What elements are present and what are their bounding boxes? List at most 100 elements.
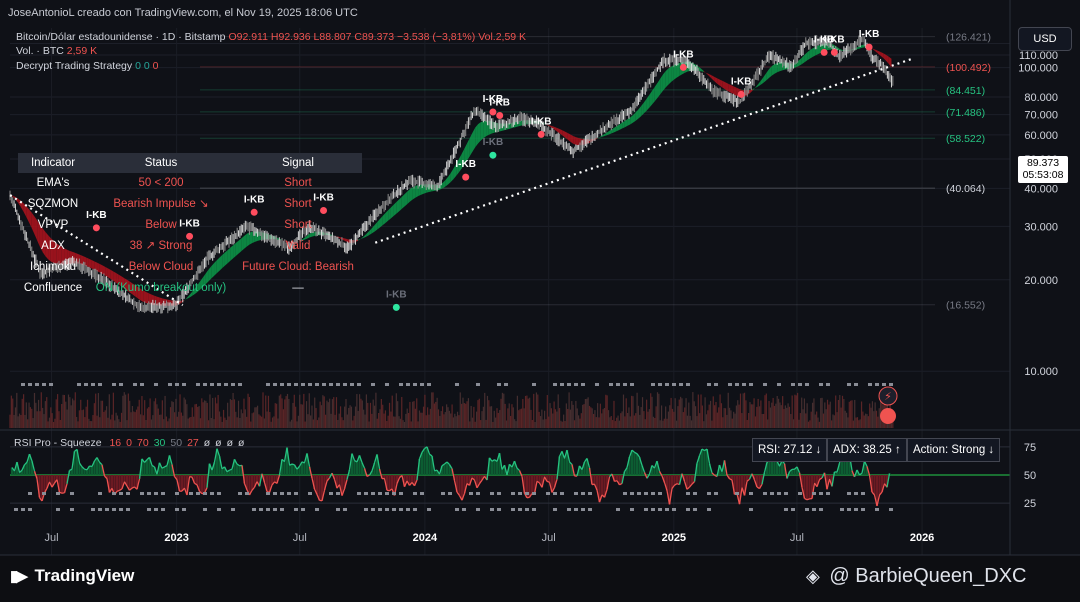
rsi-squeeze-dot <box>385 508 389 511</box>
rsi-line <box>196 484 201 492</box>
volume-bar <box>380 398 382 428</box>
cloud-segment <box>578 138 582 146</box>
volume-bar <box>282 409 285 428</box>
rsi-squeeze-dot <box>861 508 865 511</box>
volume-bar <box>760 400 762 428</box>
volume-bar <box>879 394 882 428</box>
cloud-segment <box>671 65 674 83</box>
tradingview-logo[interactable]: ▮▶ TradingView <box>10 566 134 586</box>
squeeze-dot <box>651 383 655 386</box>
rsi-squeeze-dot <box>693 508 697 511</box>
ohlc-volume: Vol.2,59 K <box>478 31 527 43</box>
squeeze-dot <box>553 383 557 386</box>
volume-bar <box>854 399 856 428</box>
volume-bar <box>24 414 26 428</box>
volume-bar <box>435 401 437 428</box>
volume-bar <box>870 407 872 428</box>
rsi-line <box>726 474 731 480</box>
volume-bar <box>867 416 869 428</box>
volume-bar <box>440 411 442 428</box>
cloud-segment <box>301 238 304 241</box>
rsi-line <box>603 489 608 498</box>
cloud-segment <box>575 137 579 146</box>
rsi-squeeze-dot <box>182 508 186 511</box>
volume-bar <box>875 410 878 428</box>
volume-bar <box>363 409 365 428</box>
cloud-segment <box>826 43 829 51</box>
rsi-line <box>63 483 68 493</box>
rsi-line <box>19 469 23 474</box>
rsi-line <box>811 482 816 499</box>
volume-bar <box>277 418 279 428</box>
rsi-line <box>253 481 258 488</box>
volume-bar <box>173 412 176 428</box>
volume-bar <box>126 420 128 428</box>
y-tick-label: 70.000 <box>1024 110 1058 122</box>
squeeze-dot <box>294 383 298 386</box>
volume-bar <box>224 417 226 428</box>
volume-bar <box>561 421 563 428</box>
squeeze-dot <box>455 383 459 386</box>
rsi-line <box>611 473 616 482</box>
cloud-segment <box>714 76 718 84</box>
volume-bar <box>556 411 558 428</box>
volume-bar <box>225 419 227 428</box>
signal-dot <box>489 151 497 159</box>
squeeze-dot <box>77 383 81 386</box>
cloud-segment <box>562 130 565 138</box>
rsi-line <box>783 463 788 479</box>
strategy-label[interactable]: Decrypt Trading Strategy <box>16 60 133 72</box>
volume-bar <box>673 411 675 428</box>
volume-bar <box>462 397 464 428</box>
volume-bar <box>701 405 703 428</box>
volume-bar <box>436 397 438 428</box>
cloud-segment <box>420 184 424 195</box>
ikb-label: I-KB <box>313 192 334 203</box>
volume-bar <box>242 413 244 428</box>
rsi-line <box>876 494 881 507</box>
volume-bar <box>455 416 457 428</box>
volume-bar <box>576 408 578 428</box>
squeeze-dot <box>714 383 718 386</box>
indicator-status: ON (Kumo breakout only) <box>95 282 227 294</box>
bar-countdown: 05:53:08 <box>1022 169 1064 181</box>
volume-bar <box>549 403 551 428</box>
rsi-squeeze-dot <box>280 508 284 511</box>
cloud-segment <box>502 123 506 131</box>
rsi-title[interactable]: RSI Pro - Squeeze <box>14 437 102 449</box>
cloud-segment <box>409 187 413 202</box>
volume-bar <box>425 415 427 428</box>
cloud-segment <box>703 70 707 74</box>
symbol-title[interactable]: Bitcoin/Dólar estadounidense · 1D · Bits… <box>16 31 226 43</box>
rsi-line <box>243 483 248 491</box>
squeeze-dot <box>217 383 221 386</box>
volume-bar <box>361 400 363 428</box>
tv-logo-icon: ▮▶ <box>10 568 28 585</box>
volume-bar <box>675 420 678 428</box>
cloud-segment <box>711 75 715 82</box>
squeeze-dot <box>406 383 410 386</box>
rsi-squeeze-dot <box>462 508 466 511</box>
volume-bar <box>348 407 350 428</box>
cloud-segment <box>428 184 432 192</box>
cloud-segment <box>211 263 215 279</box>
volume-bar <box>850 400 852 428</box>
volume-bar <box>829 401 831 428</box>
cloud-segment <box>363 233 367 238</box>
currency-button[interactable]: USD <box>1018 27 1072 51</box>
rsi-line <box>548 482 553 493</box>
cloud-segment <box>559 128 563 136</box>
volume-bar <box>647 411 649 428</box>
signal-dot <box>679 63 687 71</box>
volume-bar <box>753 398 755 428</box>
rsi-squeeze-dot <box>161 508 165 511</box>
volume-bar <box>858 420 860 428</box>
rsi-line <box>401 475 406 487</box>
volume-legend-label[interactable]: Vol. · BTC <box>16 45 64 57</box>
rsi-line <box>763 462 768 473</box>
rsi-squeeze-dot <box>854 508 858 511</box>
cloud-segment <box>717 78 721 86</box>
cloud-segment <box>347 239 351 243</box>
rsi-squeeze-dot <box>651 508 655 511</box>
signal-dot <box>537 130 545 138</box>
